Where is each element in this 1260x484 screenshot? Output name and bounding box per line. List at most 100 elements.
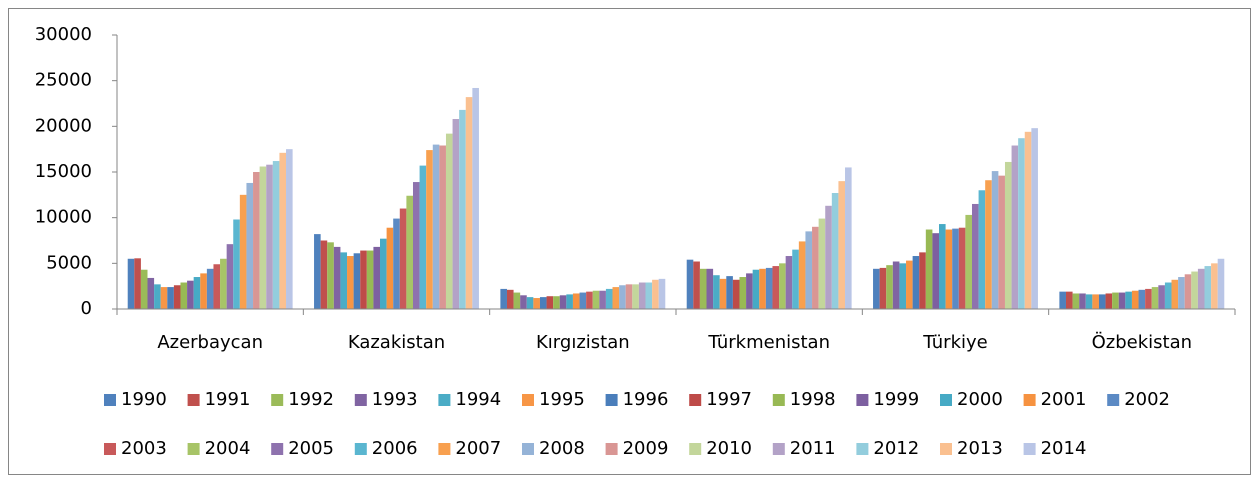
legend-swatch [354, 394, 367, 406]
x-tick-label: Kazakistan [348, 332, 445, 353]
bar [459, 109, 466, 309]
bar [426, 150, 433, 309]
bar [939, 224, 946, 309]
bar [886, 265, 893, 309]
bar [1112, 292, 1119, 309]
bar [686, 259, 694, 309]
legend-label: 2008 [539, 438, 585, 459]
bar [1092, 294, 1099, 309]
bar [831, 193, 839, 309]
bar [912, 256, 920, 309]
bar [572, 293, 580, 309]
bar [906, 260, 913, 309]
bar [1024, 131, 1032, 309]
bar [360, 250, 367, 309]
bar [1085, 294, 1093, 309]
bar [286, 149, 293, 309]
legend-label: 1990 [121, 389, 167, 410]
bar [1178, 277, 1185, 309]
x-tick-label: Türkiye [922, 332, 988, 353]
bar [553, 296, 560, 309]
bar [619, 285, 626, 309]
bar [200, 273, 207, 309]
bar [187, 280, 194, 309]
bar [173, 285, 181, 309]
bar [127, 258, 135, 309]
bar [1211, 263, 1218, 309]
bar [320, 240, 328, 309]
legend-label: 1999 [873, 389, 919, 410]
bar [1158, 285, 1165, 309]
bar [140, 269, 148, 309]
bar [719, 278, 727, 309]
bar [605, 288, 613, 309]
bar [279, 152, 287, 309]
bar [958, 227, 966, 309]
bar [825, 205, 832, 309]
bar [559, 295, 567, 309]
bar [645, 282, 653, 309]
legend-label: 1994 [455, 389, 501, 410]
bar [167, 287, 174, 309]
y-tick-label: 5000 [46, 252, 92, 273]
bar [1118, 292, 1126, 309]
bar [147, 277, 155, 309]
bar [1197, 268, 1205, 309]
legend-label: 2000 [957, 389, 1003, 410]
legend-swatch [689, 394, 702, 406]
bar [632, 284, 639, 309]
bar [1065, 291, 1073, 309]
bar [233, 219, 240, 309]
legend-label: 2011 [790, 438, 836, 459]
bar [1098, 294, 1106, 309]
chart-border [8, 8, 1251, 475]
legend-swatch [438, 443, 451, 455]
x-tick-label: Azerbaycan [157, 332, 263, 353]
y-tick-label: 20000 [35, 115, 92, 136]
bar [566, 294, 573, 309]
bar [658, 278, 666, 309]
legend-swatch [522, 394, 534, 406]
legend-label: 2013 [957, 438, 1003, 459]
bar [818, 218, 826, 309]
legend-label: 2009 [623, 438, 669, 459]
bar [952, 228, 959, 309]
bar [792, 249, 799, 309]
legend-label: 2001 [1041, 389, 1087, 410]
bar [873, 268, 880, 309]
bar [971, 203, 979, 309]
bar [652, 279, 659, 309]
bar [1105, 293, 1113, 309]
bar [985, 180, 992, 309]
bar [226, 244, 234, 309]
bar [539, 297, 547, 309]
bar [465, 97, 473, 310]
bar [340, 252, 348, 309]
legend-swatch [940, 443, 952, 455]
bar [892, 261, 900, 309]
bar [1164, 282, 1172, 309]
legend-label: 2004 [205, 438, 251, 459]
bar [327, 242, 334, 309]
legend-swatch [689, 443, 702, 455]
bar [991, 171, 999, 309]
bar [366, 250, 374, 309]
legend-label: 2003 [121, 438, 167, 459]
bar [160, 287, 168, 309]
bar [432, 144, 440, 309]
bar [599, 290, 606, 309]
legend-label: 2002 [1124, 389, 1170, 410]
bar [978, 190, 986, 309]
bar [533, 298, 540, 309]
bar [1171, 279, 1179, 309]
bar [925, 229, 933, 309]
bar [239, 194, 247, 309]
bar [386, 227, 394, 309]
bar [259, 166, 267, 309]
legend-swatch [104, 394, 116, 406]
legend-swatch [271, 443, 284, 455]
y-tick-label: 25000 [35, 70, 92, 91]
bar [272, 161, 280, 309]
bar [246, 182, 254, 309]
